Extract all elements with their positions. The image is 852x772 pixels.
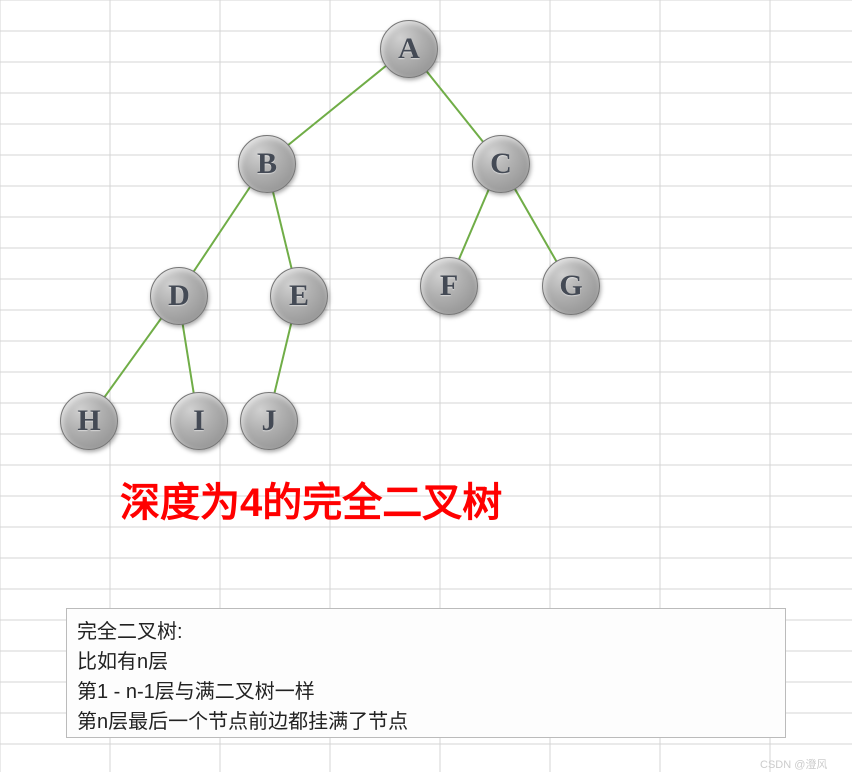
tree-node-e: E (270, 267, 328, 325)
tree-node-d: D (150, 267, 208, 325)
tree-node-a: A (380, 20, 438, 78)
tree-node-i: I (170, 392, 228, 450)
tree-node-label: I (193, 404, 205, 438)
tree-node-b: B (238, 135, 296, 193)
tree-node-label: J (262, 404, 277, 438)
tree-node-h: H (60, 392, 118, 450)
tree-node-label: H (77, 404, 100, 438)
description-line: 第1 - n-1层与满二叉树一样 (77, 677, 775, 707)
tree-node-label: D (168, 279, 190, 313)
tree-node-c: C (472, 135, 530, 193)
description-box: 完全二叉树:比如有n层第1 - n-1层与满二叉树一样第n层最后一个节点前边都挂… (66, 608, 786, 738)
description-line: 第n层最后一个节点前边都挂满了节点 (77, 707, 775, 737)
tree-node-f: F (420, 257, 478, 315)
tree-node-label: E (289, 279, 309, 313)
tree-node-label: C (490, 147, 512, 181)
diagram-title: 深度为4的完全二叉树 (120, 470, 502, 528)
description-line: 完全二叉树: (77, 617, 775, 647)
tree-node-label: F (440, 269, 458, 303)
tree-node-label: G (559, 269, 582, 303)
tree-node-label: B (257, 147, 277, 181)
watermark-text: CSDN @澄风 (760, 756, 827, 772)
tree-node-j: J (240, 392, 298, 450)
description-line: 比如有n层 (77, 647, 775, 677)
tree-node-g: G (542, 257, 600, 315)
tree-node-label: A (398, 32, 420, 66)
